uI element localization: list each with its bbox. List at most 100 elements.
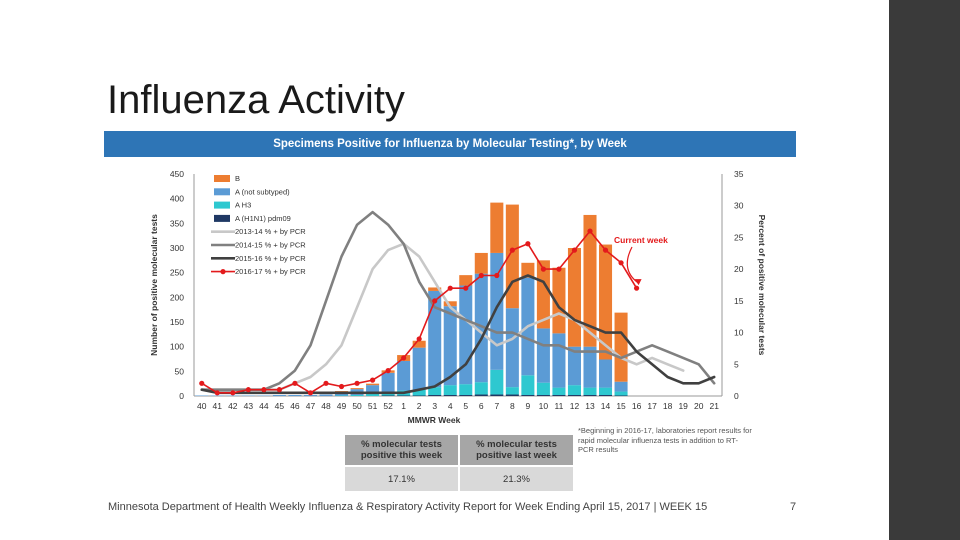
bar-segment: [614, 381, 628, 392]
series-point: [292, 380, 298, 386]
bar-segment: [521, 395, 535, 396]
x-tick-label: 11: [555, 401, 564, 411]
y2-tick-label: 20: [734, 264, 744, 274]
bar-segment: [536, 382, 550, 396]
series-point: [385, 368, 391, 374]
y2-tick-label: 5: [734, 359, 739, 369]
x-tick-label: 52: [383, 401, 393, 411]
bar-segment: [272, 395, 286, 396]
x-tick-label: 18: [663, 401, 673, 411]
series-line: [200, 210, 716, 391]
x-tick-label: 6: [479, 401, 484, 411]
y-tick-label: 0: [179, 391, 184, 401]
series-point: [571, 247, 578, 253]
legend-label: 2016-17 % + by PCR: [235, 267, 306, 276]
series-point: [633, 285, 640, 291]
series-point: [276, 387, 283, 393]
bar-segment: [474, 394, 488, 396]
x-tick-label: 48: [321, 401, 331, 411]
x-tick-label: 5: [463, 401, 468, 411]
bar-segment: [397, 360, 411, 391]
x-tick-label: 47: [306, 401, 316, 411]
annotation-arrow: [626, 246, 639, 284]
influenza-chart: B A (not subtyped) A H3 A (H1N1) pdm09 2013-…: [149, 169, 767, 425]
bar-segment: [443, 306, 457, 386]
bar-segment: [428, 287, 442, 291]
x-tick-label: 50: [352, 401, 362, 411]
bar-segment: [583, 346, 597, 388]
bar-segment: [490, 394, 504, 396]
bar-segment: [599, 387, 613, 396]
series-point: [587, 228, 593, 234]
y2-tick-label: 30: [734, 201, 744, 211]
x-tick-label: 46: [290, 401, 300, 411]
y-tick-label: 200: [170, 292, 184, 302]
bar-segment: [459, 395, 473, 396]
x-tick-label: 45: [275, 401, 285, 411]
footer-text: Minnesota Department of Health Weekly In…: [108, 501, 708, 513]
bar-segment: [552, 387, 566, 396]
series-point: [401, 355, 407, 361]
bar-segment: [474, 273, 488, 383]
x-tick-label: 16: [632, 401, 642, 411]
bar-segment: [505, 204, 519, 309]
y-tick-label: 100: [170, 342, 184, 352]
bar-segment: [505, 394, 519, 396]
legend-label: A H3: [235, 201, 251, 210]
series-point: [307, 390, 314, 396]
bar-segment: [412, 340, 426, 348]
x-tick-label: 20: [694, 401, 704, 411]
bar-segment: [428, 387, 442, 396]
legend-label: B: [235, 174, 240, 183]
bar-segment: [474, 252, 488, 274]
bar-segment: [505, 387, 519, 395]
bar-segment: [552, 333, 566, 388]
bar-segment: [366, 383, 380, 386]
bar-segment: [536, 395, 550, 396]
series-point: [509, 247, 515, 253]
legend-swatch: [214, 201, 230, 209]
bar-segment: [536, 328, 550, 383]
summary-header-this-week: % molecular tests positive this week: [343, 433, 460, 467]
x-tick-label: 14: [601, 401, 611, 411]
bar-segment: [552, 395, 566, 396]
y-tick-label: 250: [170, 268, 184, 278]
bar-segment: [505, 308, 519, 388]
y2-tick-label: 25: [734, 232, 744, 242]
bar-segment: [536, 260, 550, 329]
y-tick-label: 350: [170, 218, 184, 228]
series-point: [199, 380, 205, 386]
bar-segment: [428, 395, 442, 396]
series-point: [230, 390, 236, 396]
side-band: [889, 0, 960, 540]
series-point: [478, 272, 484, 279]
series-point: [354, 380, 360, 386]
bar-segment: [599, 395, 613, 396]
series-point: [556, 266, 562, 272]
series-point: [447, 285, 453, 291]
y2-tick-label: 10: [734, 328, 744, 338]
bar-segment: [490, 369, 504, 395]
legend-swatch: [214, 188, 230, 196]
x-tick-label: 44: [259, 401, 269, 411]
bar-segment: [552, 267, 566, 334]
y-tick-label: 400: [170, 194, 184, 204]
series-point: [338, 383, 345, 390]
series-point: [416, 336, 422, 342]
x-tick-label: 41: [213, 401, 223, 411]
bar-segment: [614, 312, 628, 382]
bar-segment: [288, 395, 302, 396]
bar-segment: [567, 346, 581, 386]
series-point: [525, 241, 531, 247]
x-tick-label: 4: [448, 401, 453, 411]
legend-label: A (H1N1) pdm09: [235, 214, 291, 223]
legend-marker: [220, 269, 226, 275]
x-tick-label: 1: [401, 401, 406, 411]
y-tick-label: 300: [170, 243, 184, 253]
x-tick-label: 51: [368, 401, 378, 411]
series-point: [602, 247, 609, 253]
summary-value-last-week: 21.3%: [458, 465, 575, 493]
legend-label: 2014-15 % + by PCR: [235, 241, 306, 250]
y-tick-label: 50: [175, 366, 185, 376]
y2-tick-label: 0: [734, 391, 739, 401]
